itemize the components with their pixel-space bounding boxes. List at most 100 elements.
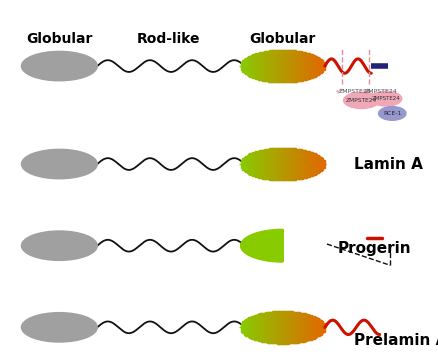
Polygon shape <box>311 153 314 175</box>
Polygon shape <box>311 316 314 339</box>
Polygon shape <box>304 314 307 341</box>
Polygon shape <box>249 55 251 77</box>
Polygon shape <box>319 157 321 171</box>
Polygon shape <box>314 56 317 76</box>
Polygon shape <box>299 51 301 81</box>
Polygon shape <box>256 53 258 79</box>
Polygon shape <box>256 314 258 340</box>
Ellipse shape <box>21 313 97 342</box>
Polygon shape <box>240 160 243 168</box>
Polygon shape <box>293 51 295 82</box>
Polygon shape <box>316 318 318 336</box>
Polygon shape <box>283 311 285 344</box>
Polygon shape <box>294 149 297 179</box>
Polygon shape <box>293 312 295 343</box>
Polygon shape <box>249 154 251 175</box>
Polygon shape <box>310 316 312 339</box>
Text: ✂: ✂ <box>361 86 371 97</box>
Polygon shape <box>314 317 317 337</box>
Polygon shape <box>297 51 300 81</box>
Ellipse shape <box>21 51 97 81</box>
Polygon shape <box>247 56 250 76</box>
Polygon shape <box>304 52 307 80</box>
Polygon shape <box>321 160 324 168</box>
Text: ZMPSTE24: ZMPSTE24 <box>371 96 399 101</box>
Polygon shape <box>311 55 314 77</box>
Polygon shape <box>262 150 264 179</box>
Polygon shape <box>321 62 324 70</box>
Text: Globular: Globular <box>26 32 92 46</box>
Polygon shape <box>260 52 262 80</box>
Polygon shape <box>320 158 322 170</box>
Polygon shape <box>297 312 300 343</box>
Polygon shape <box>290 50 293 82</box>
Ellipse shape <box>21 149 97 179</box>
Polygon shape <box>250 316 253 339</box>
Ellipse shape <box>369 91 401 106</box>
Polygon shape <box>240 62 243 70</box>
Polygon shape <box>253 152 255 176</box>
Text: ZMPSTE24: ZMPSTE24 <box>338 89 371 94</box>
Polygon shape <box>268 51 270 82</box>
Polygon shape <box>243 157 245 171</box>
Polygon shape <box>316 155 318 173</box>
Text: Globular: Globular <box>249 32 315 46</box>
Polygon shape <box>319 320 321 335</box>
Polygon shape <box>302 150 304 178</box>
Polygon shape <box>317 156 320 172</box>
Text: Rod-like: Rod-like <box>137 32 200 46</box>
Polygon shape <box>250 55 253 77</box>
Polygon shape <box>263 149 265 179</box>
Polygon shape <box>266 149 268 179</box>
Polygon shape <box>306 151 308 177</box>
Polygon shape <box>297 149 300 179</box>
Polygon shape <box>282 311 284 344</box>
Polygon shape <box>277 148 279 180</box>
Polygon shape <box>254 314 257 340</box>
Polygon shape <box>259 313 261 341</box>
Polygon shape <box>287 50 290 82</box>
Polygon shape <box>244 58 247 74</box>
Polygon shape <box>258 314 260 341</box>
Polygon shape <box>285 148 287 180</box>
Polygon shape <box>272 50 274 82</box>
Polygon shape <box>309 315 311 340</box>
Polygon shape <box>270 148 272 180</box>
Polygon shape <box>242 321 244 333</box>
Text: Progerin: Progerin <box>337 241 410 257</box>
Polygon shape <box>254 54 257 79</box>
Polygon shape <box>283 148 285 180</box>
Polygon shape <box>292 312 294 343</box>
Polygon shape <box>285 311 287 344</box>
Polygon shape <box>296 149 298 179</box>
Polygon shape <box>314 154 317 174</box>
Polygon shape <box>317 58 320 74</box>
Polygon shape <box>263 51 265 81</box>
Text: ZMPSTE24: ZMPSTE24 <box>345 98 376 103</box>
Polygon shape <box>296 312 298 343</box>
Polygon shape <box>292 50 294 82</box>
Polygon shape <box>268 312 270 343</box>
Polygon shape <box>262 313 264 342</box>
Polygon shape <box>279 50 281 82</box>
Polygon shape <box>253 315 255 340</box>
Polygon shape <box>253 54 255 78</box>
Polygon shape <box>286 148 288 180</box>
Polygon shape <box>292 148 294 180</box>
Text: ✂: ✂ <box>334 86 345 97</box>
Polygon shape <box>286 50 288 82</box>
Text: RCE-1: RCE-1 <box>382 111 401 116</box>
Polygon shape <box>283 50 285 82</box>
Polygon shape <box>282 50 284 82</box>
Polygon shape <box>300 313 302 342</box>
Polygon shape <box>287 311 290 344</box>
Polygon shape <box>310 54 312 78</box>
Polygon shape <box>265 149 267 179</box>
Polygon shape <box>279 148 281 180</box>
Polygon shape <box>279 311 281 344</box>
Polygon shape <box>250 153 253 175</box>
Polygon shape <box>252 316 254 339</box>
Polygon shape <box>263 313 265 342</box>
Polygon shape <box>246 155 248 173</box>
Polygon shape <box>270 312 272 343</box>
